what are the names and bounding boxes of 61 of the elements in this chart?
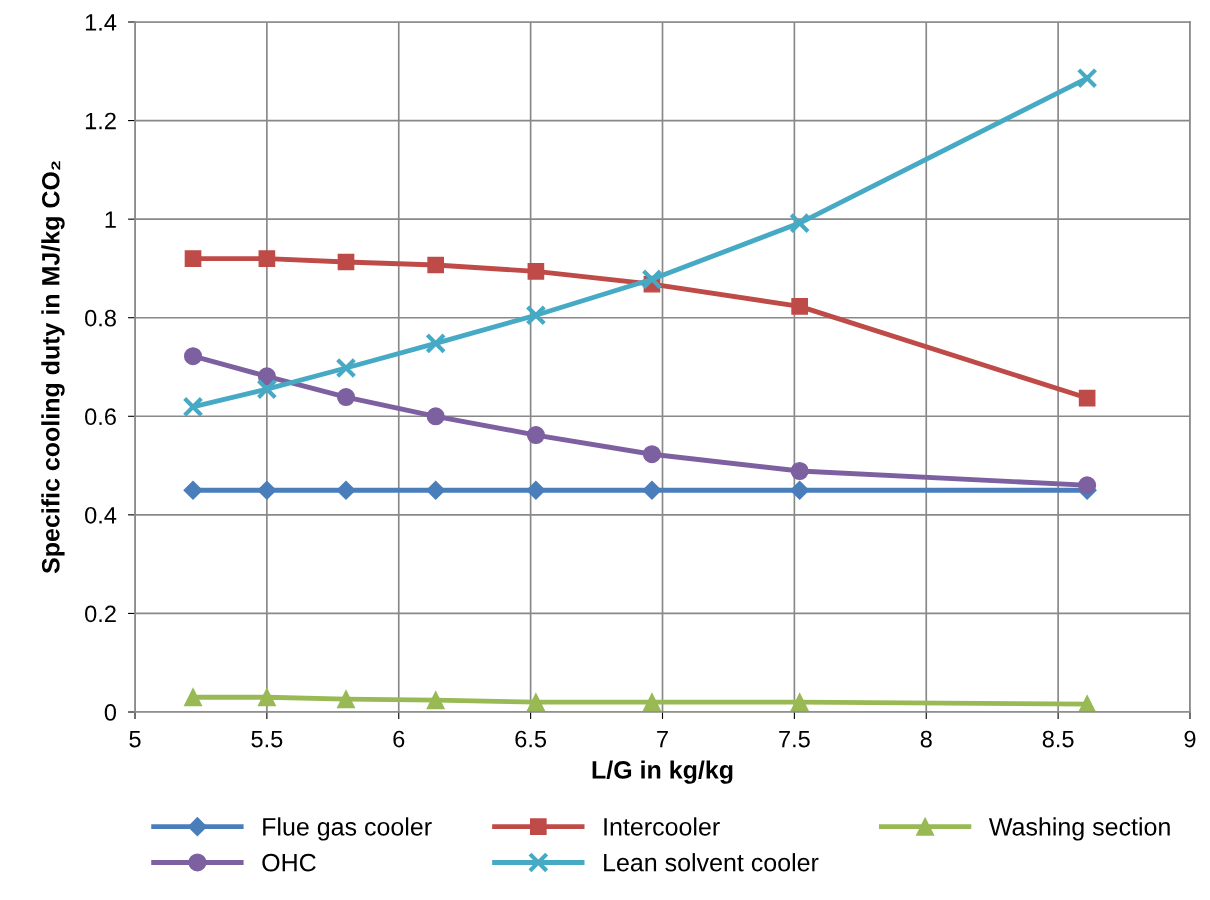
point [642, 480, 662, 500]
point [182, 396, 204, 418]
point [426, 480, 446, 500]
x-tick-label: 8.5 [1042, 730, 1074, 748]
point [183, 347, 203, 366]
point [257, 480, 277, 500]
point [183, 688, 203, 707]
y-tick-label: 0.6 [85, 408, 116, 426]
point [642, 445, 661, 464]
y-tick-label: 1.4 [85, 14, 117, 31]
x-tick-label: 6.5 [515, 730, 547, 748]
x-tick-label: 7.5 [779, 730, 810, 748]
x-tick-label: 5 [129, 730, 141, 748]
x-tick-label: 5.5 [251, 730, 283, 748]
point [257, 367, 276, 386]
point [526, 425, 545, 445]
point [337, 253, 355, 271]
point [256, 378, 278, 400]
point [336, 388, 356, 407]
x-axis-title: L/G in kg/kg [592, 760, 733, 784]
y-tick-label: 0 [104, 704, 117, 721]
point [526, 693, 545, 712]
point [426, 407, 445, 426]
x-tick-label: 9 [1184, 730, 1196, 748]
y-axis-title: Specific cooling duty in MJ/kg CO₂ [41, 161, 65, 574]
point [527, 263, 545, 280]
point [1076, 67, 1098, 89]
x-tick-label: 8 [920, 730, 932, 748]
point [184, 250, 202, 267]
y-tick-label: 0.4 [85, 506, 117, 524]
point [642, 693, 661, 712]
y-tick-label: 1.2 [85, 112, 116, 130]
point [789, 212, 811, 234]
point [526, 480, 546, 500]
y-tick-label: 0.2 [85, 605, 116, 623]
point [641, 268, 663, 290]
point [790, 461, 809, 481]
legend-label: Lean solvent cooler [604, 853, 819, 872]
point [525, 304, 547, 326]
y-tick-label: 1 [105, 211, 116, 228]
point [790, 693, 809, 712]
legend-label: Intercooler [604, 817, 720, 836]
point [791, 298, 808, 315]
point [336, 480, 356, 500]
point [427, 256, 445, 274]
point [257, 688, 276, 707]
point [1078, 389, 1096, 407]
point [426, 691, 445, 710]
point [425, 332, 447, 354]
point [336, 690, 356, 709]
y-tick-label: 0.8 [85, 309, 116, 327]
point [335, 357, 357, 379]
point [258, 250, 276, 267]
x-tick-label: 7 [657, 730, 668, 748]
point [183, 480, 203, 500]
x-tick-label: 6 [393, 730, 405, 748]
legend-label: OHC [262, 853, 316, 872]
point [1078, 476, 1097, 495]
legend-label: Flue gas cooler [263, 817, 432, 841]
point [790, 480, 810, 500]
legend-label: Washing section [988, 817, 1170, 841]
